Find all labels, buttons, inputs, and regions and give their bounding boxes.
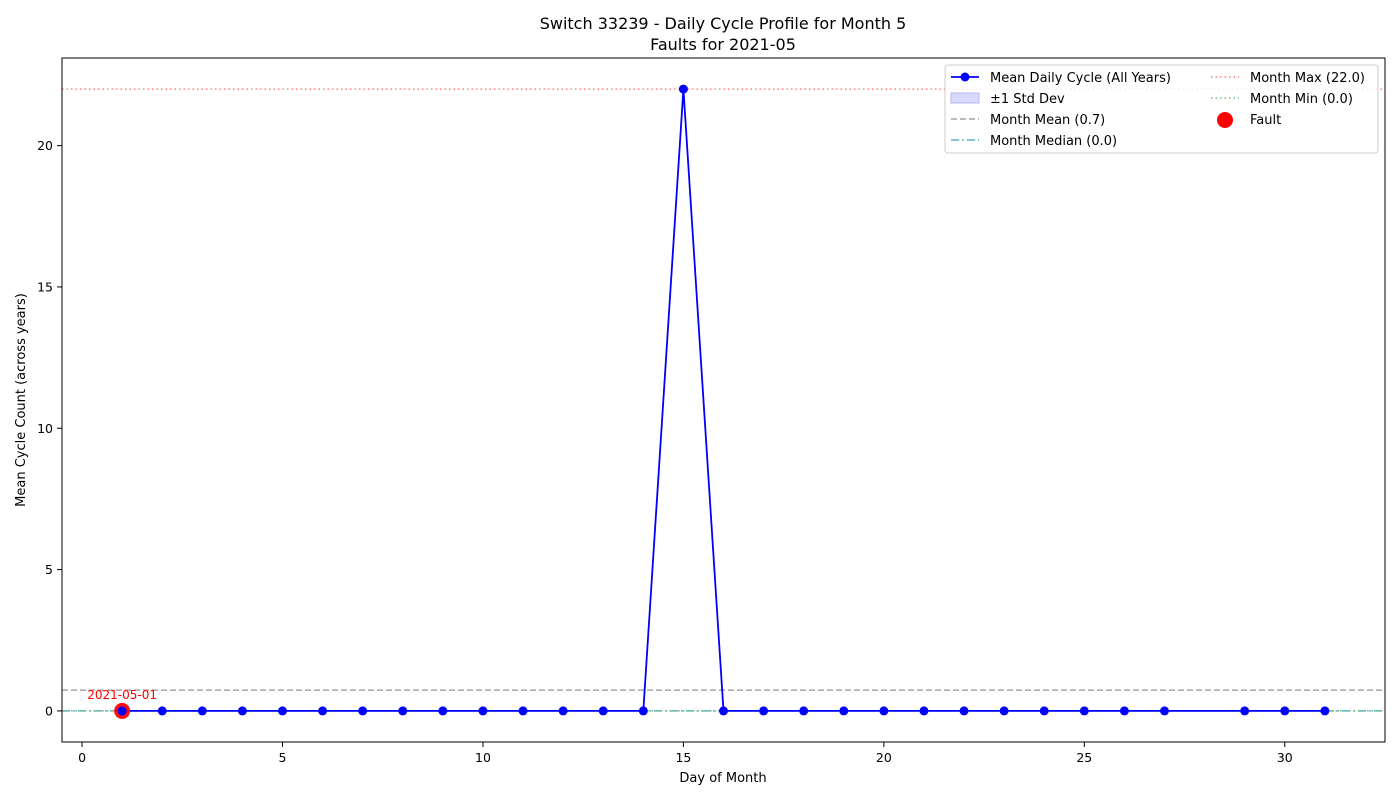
chart-subtitle: Faults for 2021-05 — [650, 35, 796, 54]
data-point-day-2 — [157, 706, 167, 716]
data-point-day-5 — [278, 706, 287, 716]
fault-inner-point-0 — [117, 706, 127, 716]
legend-label-month-max: Month Max (22.0) — [1250, 71, 1365, 86]
y-tick-label-0: 0 — [45, 703, 53, 718]
reference-lines — [62, 88, 1385, 712]
x-tick-label-5: 5 — [279, 750, 287, 765]
data-point-day-8 — [398, 706, 408, 716]
data-point-day-15 — [678, 84, 688, 94]
y-tick-label-10: 10 — [37, 421, 53, 436]
data-point-day-11 — [518, 706, 528, 716]
data-point-day-22 — [959, 706, 969, 716]
legend-label-month-mean: Month Mean (0.7) — [990, 113, 1105, 128]
y-tick-label-5: 5 — [45, 562, 53, 577]
data-point-day-25 — [1079, 706, 1089, 716]
x-axis-label: Day of Month — [679, 771, 766, 786]
data-point-day-18 — [799, 706, 809, 716]
data-point-day-12 — [558, 706, 568, 716]
y-tick-label-15: 15 — [37, 279, 53, 294]
x-tick-label-10: 10 — [475, 750, 491, 765]
data-point-day-27 — [1160, 706, 1169, 716]
x-axis: 0 5 10 15 20 25 30 — [78, 742, 1293, 765]
legend-label-month-median: Month Median (0.0) — [990, 134, 1117, 149]
data-point-day-30 — [1280, 706, 1290, 716]
y-tick-label-20: 20 — [37, 138, 53, 153]
series-line-0 — [122, 88, 1325, 712]
chart-title: Switch 33239 - Daily Cycle Profile for M… — [540, 14, 907, 33]
x-tick-label-15: 15 — [675, 750, 691, 765]
data-point-day-3 — [197, 706, 207, 716]
legend-label-month-min: Month Min (0.0) — [1250, 92, 1353, 107]
legend-frame — [944, 64, 1379, 154]
legend: Mean Daily Cycle (All Years) ±1 Std Dev … — [944, 64, 1379, 154]
data-point-day-23 — [999, 706, 1009, 716]
x-tick-label-25: 25 — [1076, 750, 1092, 765]
data-point-day-7 — [358, 706, 368, 716]
fault-layer: 2021-05-01 — [87, 688, 157, 719]
legend-label-std-band: ±1 Std Dev — [990, 92, 1065, 107]
data-point-day-14 — [638, 706, 648, 716]
data-point-day-4 — [237, 706, 247, 716]
data-point-day-6 — [318, 706, 328, 716]
data-point-day-29 — [1240, 706, 1250, 716]
legend-label-fault: Fault — [1250, 113, 1281, 128]
data-point-day-9 — [438, 706, 448, 716]
x-tick-label-20: 20 — [876, 750, 892, 765]
fault-label-0: 2021-05-01 — [87, 688, 157, 702]
series-layer — [117, 84, 1330, 716]
data-point-day-16 — [719, 706, 728, 716]
legend-label-mean-daily: Mean Daily Cycle (All Years) — [990, 71, 1171, 86]
data-point-day-10 — [478, 706, 488, 716]
data-point-day-24 — [1039, 706, 1049, 716]
x-tick-label-0: 0 — [78, 750, 86, 765]
plot-frame — [61, 57, 1386, 743]
data-point-day-19 — [839, 706, 849, 716]
legend-mean-daily-marker — [960, 72, 970, 82]
legend-fault-marker — [1217, 112, 1233, 128]
data-point-day-13 — [598, 706, 608, 716]
legend-std-band-swatch — [950, 92, 980, 104]
data-point-day-21 — [919, 706, 929, 716]
data-point-day-17 — [759, 706, 769, 716]
y-axis: 0 5 10 15 20 — [37, 138, 62, 718]
data-point-day-26 — [1119, 706, 1129, 716]
x-tick-label-30: 30 — [1277, 750, 1293, 765]
data-point-day-20 — [879, 706, 889, 716]
y-axis-label: Mean Cycle Count (across years) — [14, 293, 29, 507]
data-point-day-31 — [1320, 706, 1330, 716]
